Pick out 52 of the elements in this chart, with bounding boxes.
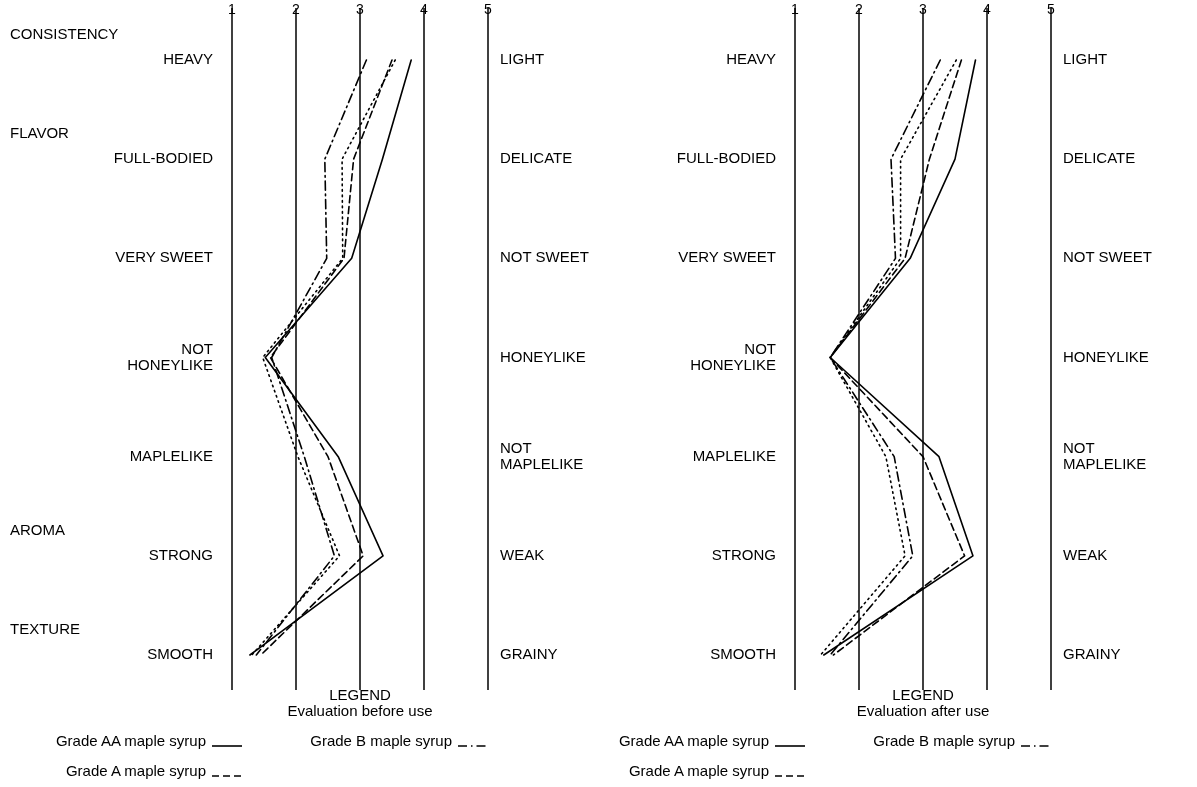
text: Evaluation before use <box>287 702 433 719</box>
x-tick-label: 3 <box>356 1 365 17</box>
x-tick-label: 2 <box>855 1 864 17</box>
y2-tick-label: HONEYLIKE <box>500 347 586 365</box>
y2-tick-label: GRAINY <box>500 644 558 662</box>
y-tick-label: SMOOTH <box>147 644 213 662</box>
x-tick-label: 1 <box>791 1 800 17</box>
y-tick-label: HEAVY <box>163 49 213 67</box>
y2-tick-label: DELICATE <box>500 149 573 167</box>
legend-label: Grade AA maple syrup <box>55 732 206 749</box>
y2-tick-label: DELICATE <box>1063 149 1136 167</box>
y-tick-label: NOT HONEYLIKE <box>127 339 213 373</box>
y-tick-label: NOT HONEYLIKE <box>690 339 776 373</box>
y-tick-label: MAPLELIKE <box>129 446 213 464</box>
legend-label: Grade AA maple syrup <box>618 732 769 749</box>
legend-label: Grade A maple syrup <box>65 762 206 779</box>
y-tick-label: MAPLELIKE <box>692 446 776 464</box>
y-tick-label: VERY SWEET <box>678 248 776 266</box>
legend-label: Grade B maple syrup <box>310 732 452 749</box>
y2-tick-label: NOT MAPLELIKE <box>1063 438 1147 472</box>
y-tick-label: VERY SWEET <box>115 248 213 266</box>
y2-tick-label: GRAINY <box>1063 644 1121 662</box>
legend-label: Grade A maple syrup <box>628 762 769 779</box>
legend-title: LEGEND <box>329 686 392 703</box>
x-tick-label: 5 <box>1047 1 1056 17</box>
x-tick-label: 3 <box>919 1 928 17</box>
x-tick-label: 4 <box>983 1 992 17</box>
y-tick-label: SMOOTH <box>710 644 776 662</box>
y2-tick-label: LIGHT <box>1063 49 1108 67</box>
legend-title: LEGEND <box>892 686 955 703</box>
text: CONSISTENCY <box>10 24 119 42</box>
y-tick-label: STRONG <box>148 545 213 563</box>
text: Evaluation after use <box>856 702 990 719</box>
y-tick-label: STRONG <box>711 545 776 563</box>
text: AROMA <box>10 520 66 538</box>
y2-tick-label: NOT SWEET <box>1063 248 1152 266</box>
x-tick-label: 1 <box>228 1 237 17</box>
y2-tick-label: HONEYLIKE <box>1063 347 1149 365</box>
y2-tick-label: WEAK <box>500 545 545 563</box>
text: FLAVOR <box>10 124 70 142</box>
y2-tick-label: NOT SWEET <box>500 248 589 266</box>
x-tick-label: 4 <box>420 1 429 17</box>
y2-tick-label: NOT MAPLELIKE <box>500 438 584 472</box>
y2-tick-label: WEAK <box>1063 545 1108 563</box>
y-tick-label: FULL-BODIED <box>113 149 214 167</box>
x-tick-label: 5 <box>484 1 493 17</box>
text: TEXTURE <box>10 619 81 637</box>
legend-label: Grade B maple syrup <box>873 732 1015 749</box>
y2-tick-label: LIGHT <box>500 49 545 67</box>
y-tick-label: HEAVY <box>726 49 776 67</box>
y-tick-label: FULL-BODIED <box>676 149 777 167</box>
x-tick-label: 2 <box>292 1 301 17</box>
